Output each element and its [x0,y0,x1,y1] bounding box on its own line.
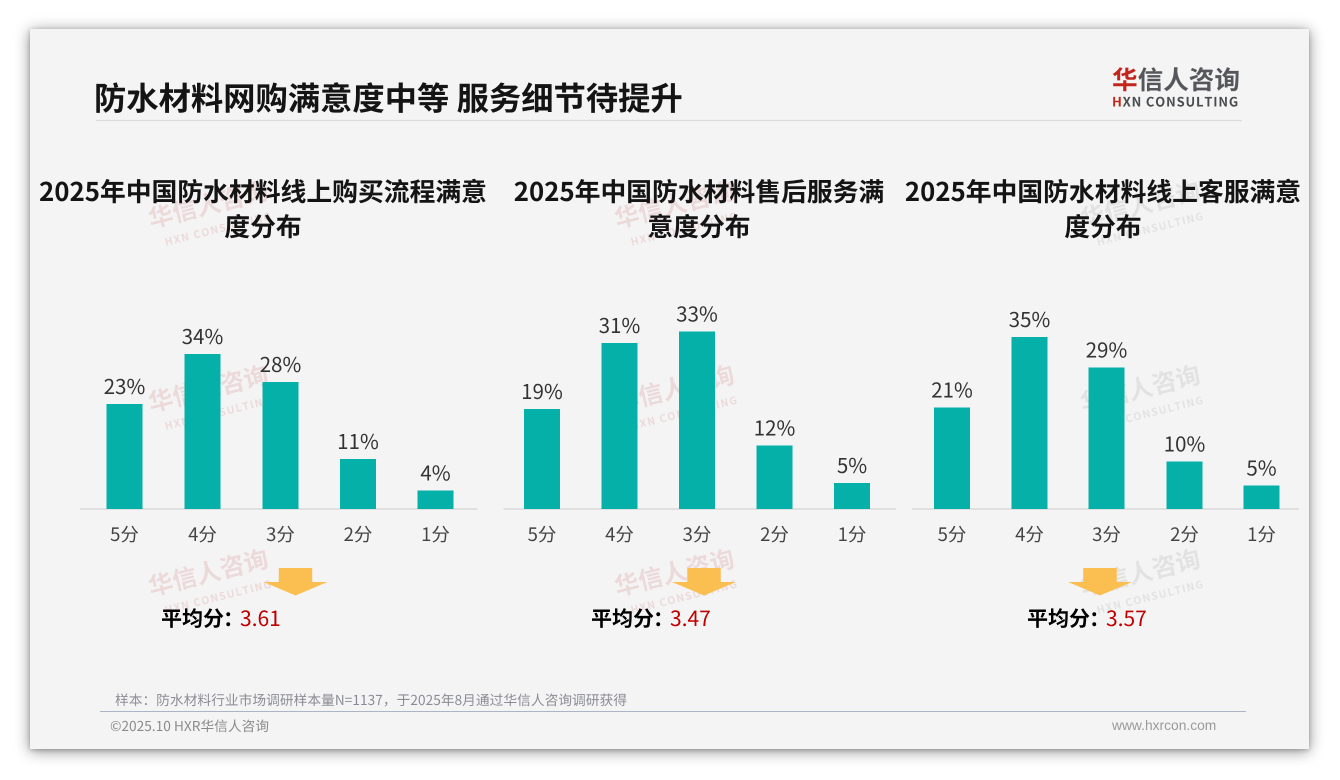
svg-text:www.hxrcon.com: www.hxrcon.com [1111,718,1216,733]
